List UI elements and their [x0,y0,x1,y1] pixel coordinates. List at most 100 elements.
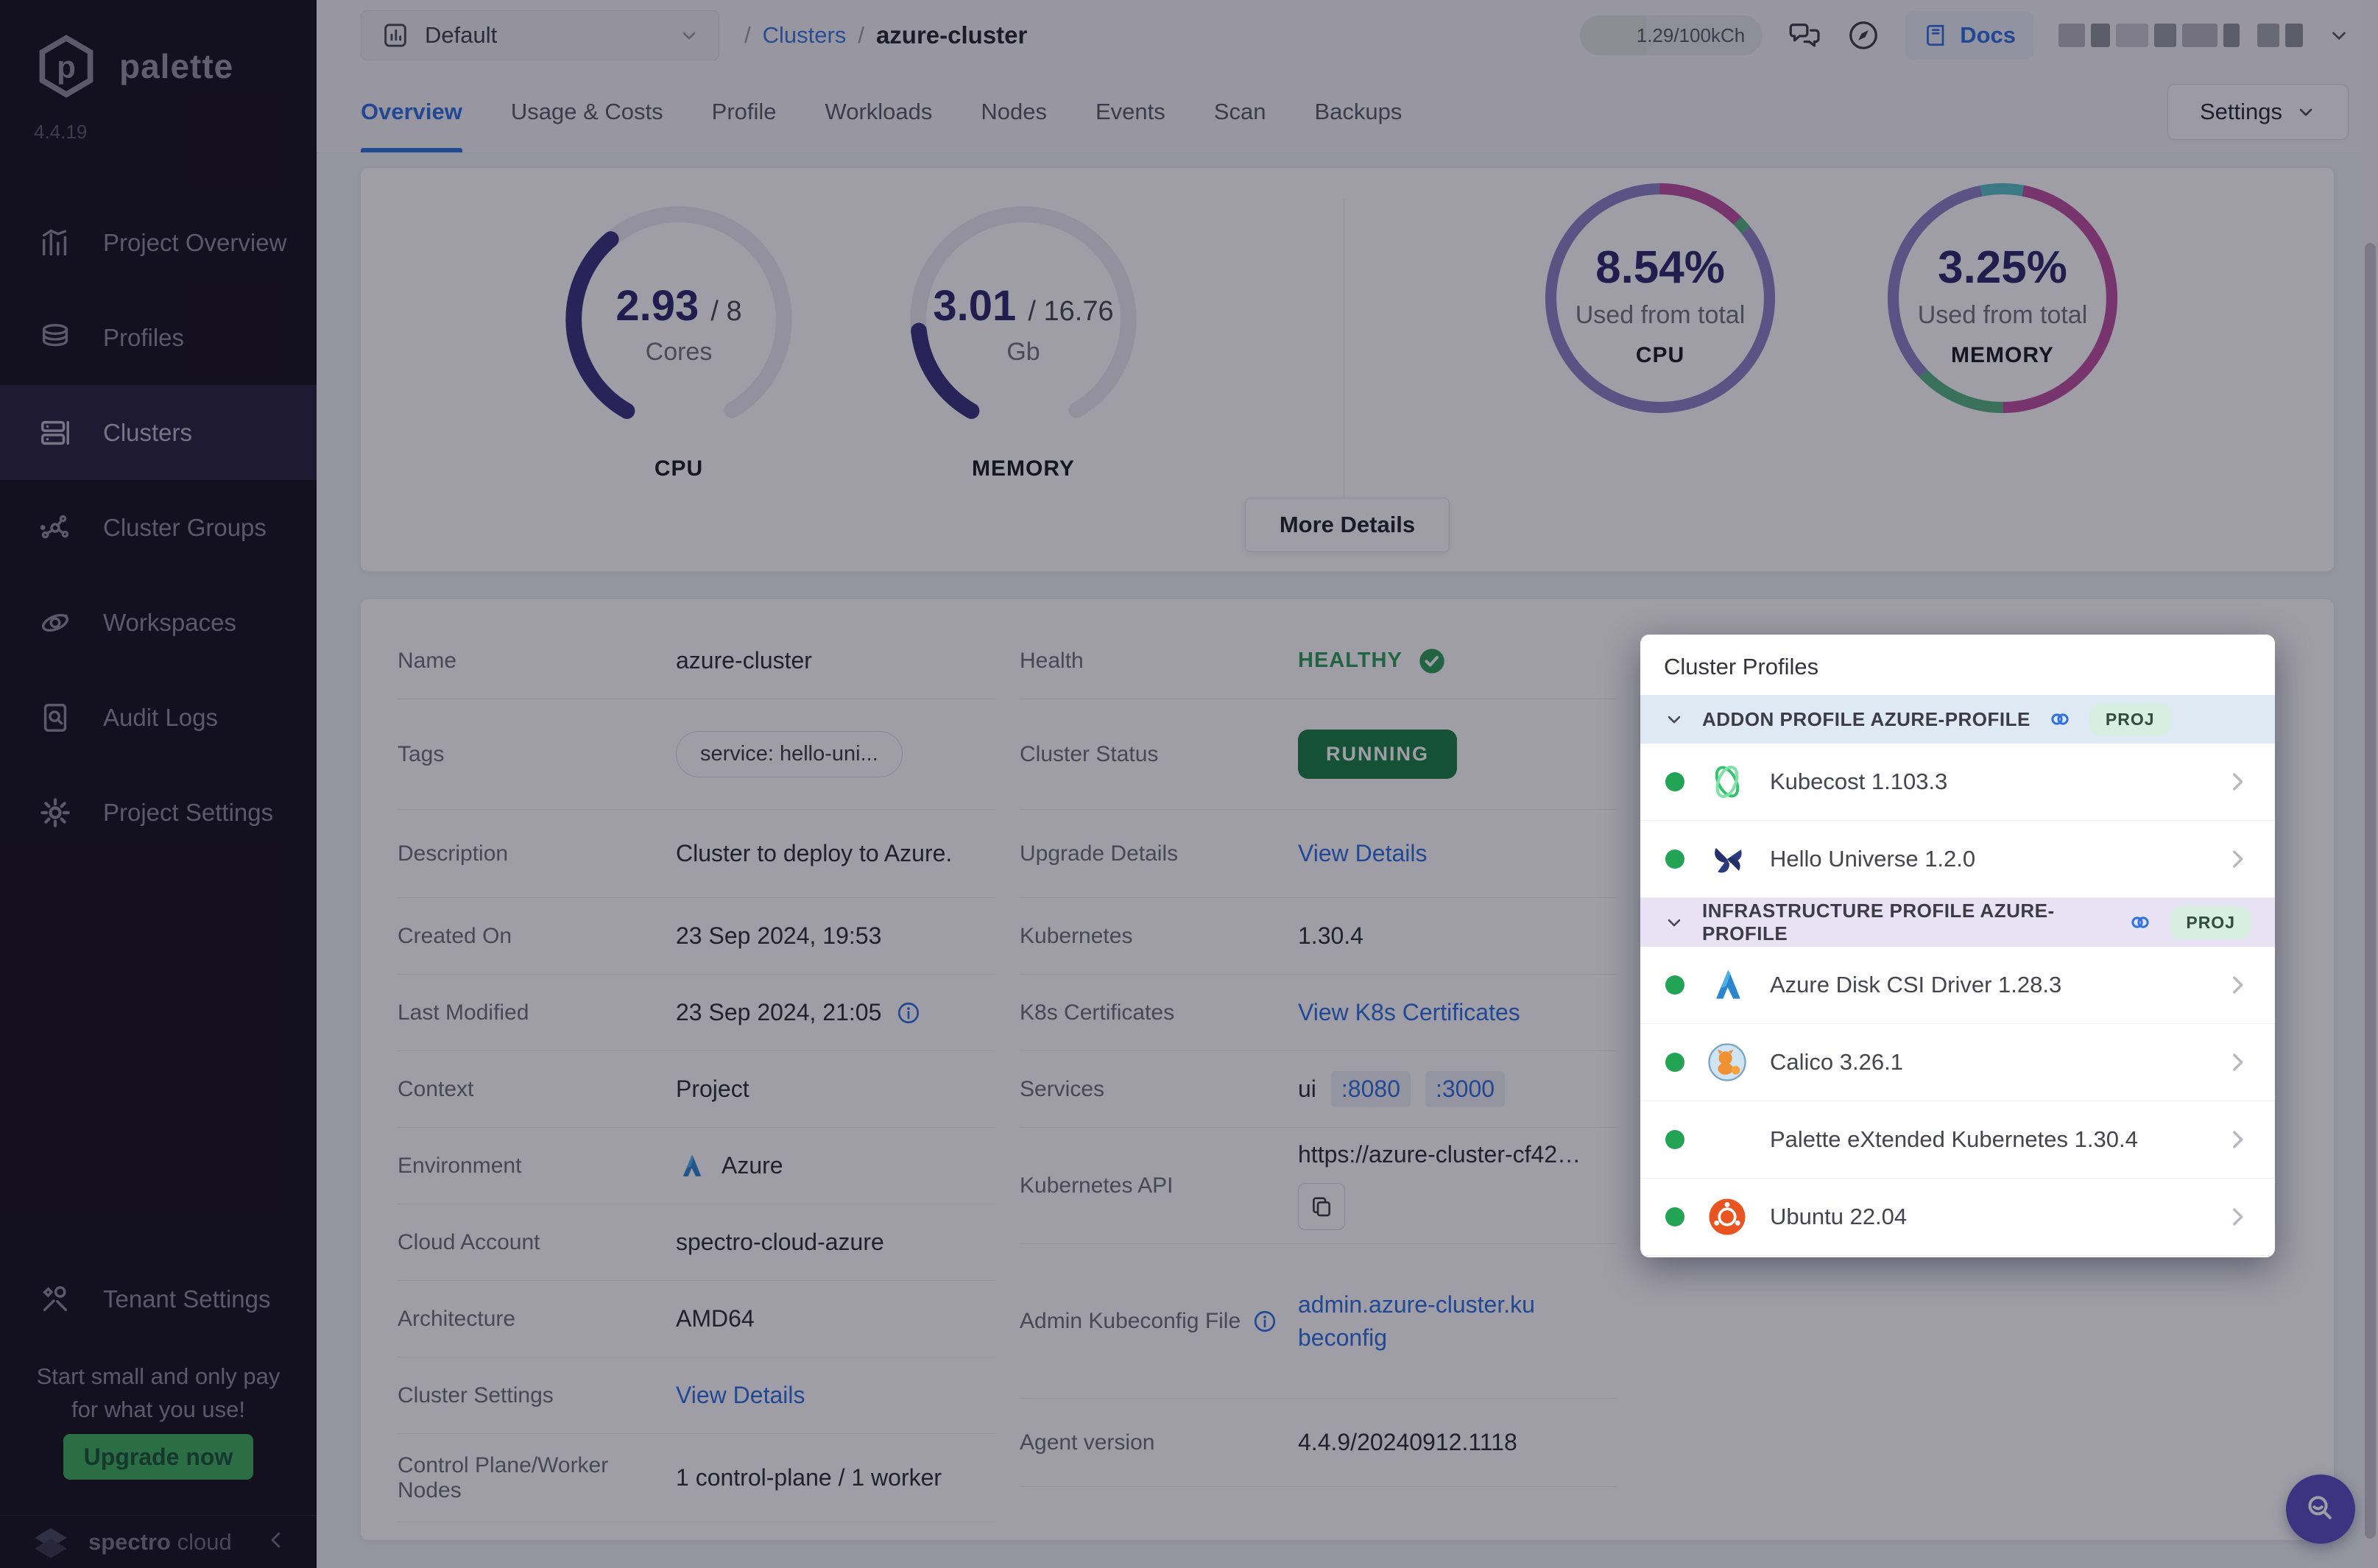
usage-quota-value: 1.29/100kCh [1636,24,1746,46]
tab-events[interactable]: Events [1095,98,1165,124]
chevron-right-icon [2225,1204,2250,1229]
chevron-down-icon [1664,912,1684,933]
profile-row-ubuntu[interactable]: Ubuntu 22.04 [1640,1179,2275,1256]
help-search-fab[interactable] [2286,1475,2355,1544]
cpu-gauge-arc [565,206,792,433]
azure-icon [1707,964,1748,1006]
page-scrollbar[interactable] [2362,0,2378,1568]
sidebar-item-cluster-groups[interactable]: Cluster Groups [0,480,317,575]
layers-icon [42,323,68,346]
docs-button[interactable]: Docs [1905,11,2033,60]
breadcrumb-separator: / [858,22,864,48]
pack-status-dot [1665,772,1684,791]
chevron-down-icon [1664,709,1684,730]
more-details-button[interactable]: More Details [1244,498,1450,552]
link-icon[interactable] [2048,707,2072,731]
breadcrumb-current: azure-cluster [875,21,1028,49]
cpu-unit: Cores [645,338,713,366]
cpu-used-value: 2.93 [615,282,699,330]
project-selector-value: Default [425,22,498,48]
kubernetes-api-url: https://azure-cluster-cf42… [1298,1141,1581,1168]
brand-bold: spectro [88,1528,171,1555]
profile-row-palette-extended-kubernetes[interactable]: Palette eXtended Kubernetes 1.30.4 [1640,1101,2275,1179]
tab-profile[interactable]: Profile [711,98,777,124]
detail-row-cluster-settings: Cluster Settings View Details [398,1357,995,1434]
sidebar-item-project-settings[interactable]: Project Settings [0,765,317,860]
sidebar-item-workspaces[interactable]: Workspaces [0,575,317,670]
detail-row-admin-kubeconfig: Admin Kubeconfig File admin.azure-cluste… [1020,1244,1617,1399]
tools-icon [43,1285,68,1311]
sidebar-item-audit-logs[interactable]: Audit Logs [0,670,317,765]
upgrade-view-details-link[interactable]: View Details [1298,840,1428,866]
view-k8s-certificates-link[interactable]: View K8s Certificates [1298,999,1520,1025]
profile-row-kubecost[interactable]: Kubecost 1.103.3 [1640,744,2275,821]
pack-status-dot [1665,1053,1684,1072]
addon-profile-section-header[interactable]: ADDON PROFILE AZURE-PROFILE PROJ [1640,695,2275,744]
chevron-right-icon [2225,1050,2250,1075]
cluster-settings-view-details-link[interactable]: View Details [676,1382,805,1408]
book-icon [1927,24,1944,46]
sidebar-nav: Project Overview Profiles Clusters Clust… [0,195,317,1313]
compass-icon[interactable] [1846,18,1880,52]
check-circle-icon [1419,648,1444,674]
profile-row-hello-universe[interactable]: Hello Universe 1.2.0 [1640,821,2275,898]
sidebar-item-tenant-settings[interactable]: Tenant Settings [0,1251,317,1346]
scope-badge: PROJ [2170,905,2251,939]
scrollbar-thumb[interactable] [2365,243,2376,1539]
kubeconfig-download-link[interactable]: admin.azure-cluster.kubeconfig [1298,1290,1535,1351]
tab-usage-costs[interactable]: Usage & Costs [510,98,663,124]
detail-row-description: Description Cluster to deploy to Azure. [398,810,995,898]
scope-badge: PROJ [2089,702,2171,736]
detail-row-name: Name azure-cluster [398,623,995,699]
sidebar-item-clusters[interactable]: Clusters [0,385,317,480]
svg-text:p: p [57,49,76,84]
chat-icon[interactable] [1788,18,1821,52]
memory-used-caption: Used from total [1917,301,2088,329]
chevron-right-icon [2225,769,2250,794]
tab-scan[interactable]: Scan [1213,98,1266,124]
palette-logo-icon: p [39,35,94,98]
user-name-redacted[interactable] [2058,24,2303,47]
copy-button[interactable] [1298,1183,1345,1230]
memory-gauge-label: MEMORY [972,456,1075,481]
upgrade-now-button[interactable]: Upgrade now [63,1434,253,1480]
sidebar-item-label: Project Overview [103,228,287,256]
app-version: 4.4.19 [34,121,88,143]
breadcrumb-clusters-link[interactable]: Clusters [762,22,847,48]
tab-nodes[interactable]: Nodes [981,98,1047,124]
pack-status-dot [1665,975,1684,995]
cluster-stats-card: 2.93 / 8 Cores CPU 3.01 / 16.76 Gb MEMOR… [361,168,2334,571]
profile-row-azure-disk-csi[interactable]: Azure Disk CSI Driver 1.28.3 [1640,947,2275,1024]
sidebar-item-label: Audit Logs [103,703,218,731]
project-selector[interactable]: Default [361,10,719,60]
tab-backups[interactable]: Backups [1314,98,1403,124]
tab-overview[interactable]: Overview [361,71,462,152]
service-port-link[interactable]: :8080 [1330,1071,1411,1107]
health-status-text: HEALTHY [1298,649,1403,672]
usage-quota-pill[interactable]: 1.29/100kCh [1580,15,1763,55]
sidebar-item-profiles[interactable]: Profiles [0,290,317,385]
detail-row-last-modified: Last Modified 23 Sep 2024, 21:05 [398,975,995,1051]
service-port-link[interactable]: :3000 [1425,1071,1506,1107]
sidebar-item-label: Clusters [103,418,193,446]
app-logo-text: palette [119,47,234,85]
top-bar-actions: 1.29/100kCh Docs [1580,11,2350,60]
chevron-right-icon [2225,847,2250,872]
profile-row-calico[interactable]: Calico 3.26.1 [1640,1024,2275,1101]
cpu-gauge-label: CPU [654,456,704,481]
sidebar-item-project-overview[interactable]: Project Overview [0,195,317,290]
pack-status-dot [1665,850,1684,869]
sidebar-item-label: Tenant Settings [103,1285,271,1313]
sidebar-collapse-button[interactable] [265,1529,287,1555]
link-icon[interactable] [2128,911,2152,934]
tab-workloads[interactable]: Workloads [825,98,933,124]
detail-row-tags: Tags service: hello-uni... [398,699,995,810]
detail-row-health: Health HEALTHY [1020,623,1617,699]
detail-row-kubernetes-api: Kubernetes API https://azure-cluster-cf4… [1020,1128,1617,1244]
cluster-tabs: Overview Usage & Costs Profile Workloads… [317,71,2378,153]
memory-total-value: 16.76 [1043,296,1114,327]
tag-pill[interactable]: service: hello-uni... [676,731,903,777]
infrastructure-profile-section-header[interactable]: INFRASTRUCTURE PROFILE AZURE-PROFILE PRO… [1640,898,2275,947]
settings-button[interactable]: Settings [2167,84,2349,140]
